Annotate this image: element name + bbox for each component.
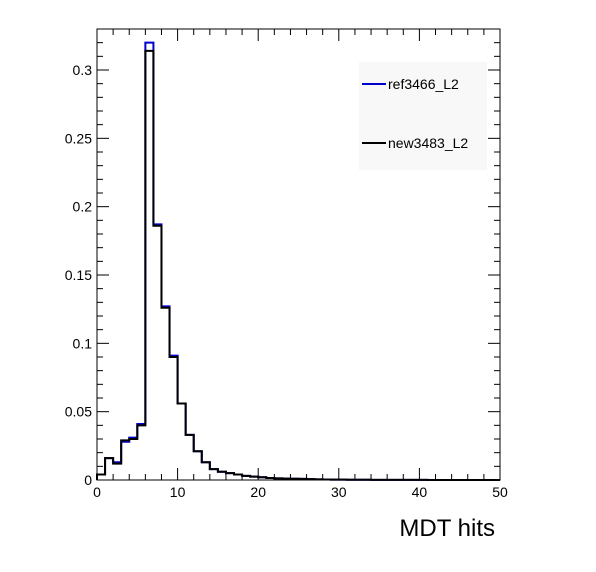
x-tick-label: 20 — [250, 484, 266, 500]
legend: ref3466_L2 new3483_L2 — [362, 76, 468, 151]
x-tick-labels: 0 10 20 30 40 50 — [93, 484, 508, 500]
axis-ticks — [96, 28, 501, 481]
x-tick-label: 10 — [170, 484, 186, 500]
y-tick-labels: 0 0.05 0.1 0.15 0.2 0.25 0.3 — [65, 62, 92, 488]
x-tick-label: 50 — [492, 484, 508, 500]
x-axis-title: MDT hits — [399, 515, 495, 542]
x-tick-label: 40 — [412, 484, 428, 500]
x-tick-label: 30 — [331, 484, 347, 500]
legend-label-new: new3483_L2 — [388, 135, 468, 151]
legend-box — [359, 62, 487, 170]
y-tick-label: 0.3 — [73, 62, 93, 78]
y-tick-label: 0.15 — [65, 267, 92, 283]
y-tick-label: 0.05 — [65, 404, 92, 420]
plot-frame — [96, 28, 501, 481]
y-tick-label: 0.25 — [65, 130, 92, 146]
legend-label-ref: ref3466_L2 — [388, 76, 459, 92]
y-tick-label: 0 — [84, 472, 92, 488]
y-tick-label: 0.2 — [73, 199, 93, 215]
x-tick-label: 0 — [93, 484, 101, 500]
y-tick-label: 0.1 — [73, 335, 93, 351]
